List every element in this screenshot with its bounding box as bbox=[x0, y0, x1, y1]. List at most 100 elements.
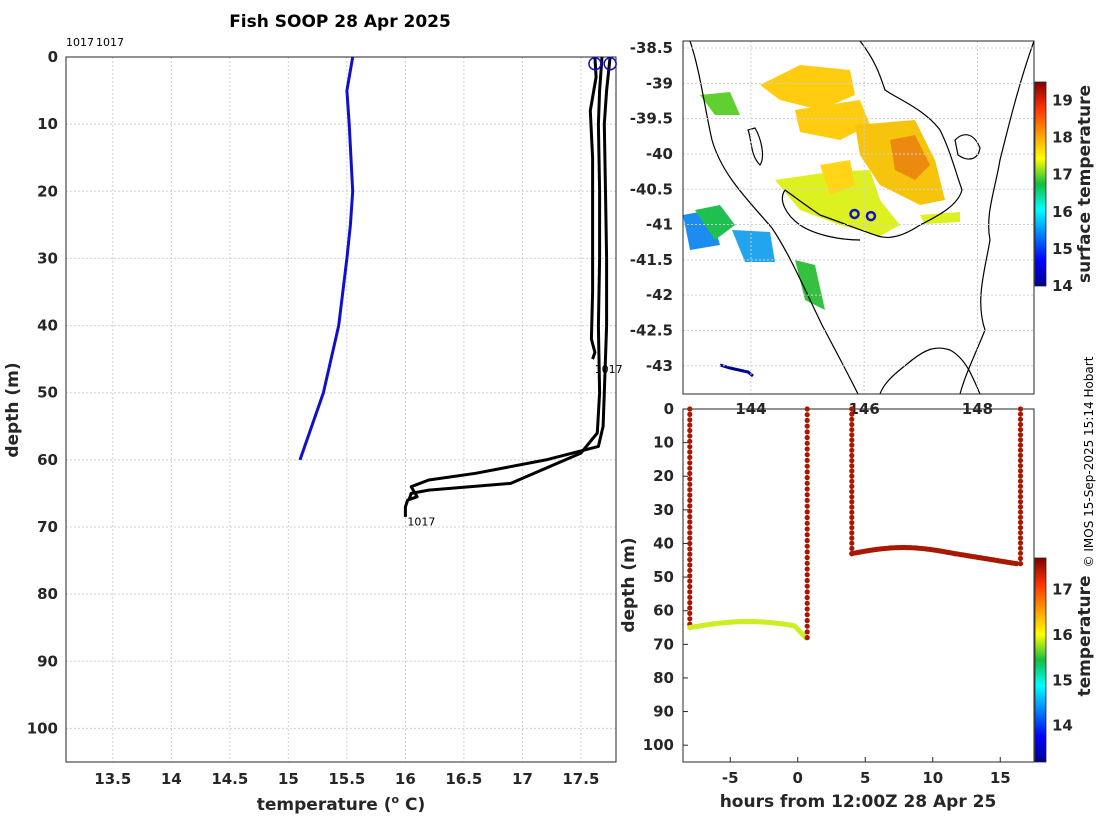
track-point bbox=[804, 629, 810, 635]
track-point bbox=[687, 524, 693, 530]
track-point bbox=[849, 494, 855, 500]
track-point bbox=[804, 452, 810, 458]
track-y-tick-10: 100 bbox=[643, 736, 674, 754]
track-point bbox=[804, 429, 810, 435]
coast-tasmania bbox=[879, 347, 981, 394]
track-point bbox=[804, 417, 810, 423]
track-point bbox=[804, 617, 810, 624]
track-point bbox=[687, 454, 693, 460]
track-point bbox=[804, 612, 810, 618]
profile-line-black-1 bbox=[588, 56, 598, 360]
track-point bbox=[849, 458, 855, 464]
track-point bbox=[849, 427, 855, 433]
map-colorbar-tick-2: 16 bbox=[1052, 203, 1073, 221]
track-point bbox=[804, 497, 810, 503]
track-point bbox=[1017, 473, 1024, 479]
track-point bbox=[687, 546, 693, 552]
track-point bbox=[849, 437, 855, 443]
track-point bbox=[849, 514, 855, 521]
track-point bbox=[687, 503, 693, 509]
track-point bbox=[849, 432, 855, 438]
track-point bbox=[849, 463, 855, 469]
track-point bbox=[687, 594, 693, 600]
track-point bbox=[849, 478, 855, 484]
track-point bbox=[804, 446, 810, 452]
profile-start-marker-1 bbox=[603, 56, 617, 71]
track-point bbox=[687, 562, 693, 568]
track-y-tick-4: 40 bbox=[653, 534, 674, 552]
track-point bbox=[804, 589, 810, 595]
track-point bbox=[1017, 427, 1024, 433]
profile-x-tick-4: 15.5 bbox=[328, 770, 365, 788]
track-point bbox=[1013, 561, 1020, 567]
track-point bbox=[849, 545, 855, 552]
track-colorbar bbox=[1034, 557, 1047, 763]
track-point bbox=[687, 433, 693, 439]
track-point bbox=[1017, 432, 1024, 438]
track-point bbox=[804, 606, 810, 612]
track-point bbox=[804, 549, 810, 555]
track-point bbox=[849, 421, 855, 428]
track-point bbox=[1017, 499, 1024, 505]
track-point bbox=[687, 540, 693, 547]
track-point bbox=[804, 509, 810, 515]
track-point bbox=[1017, 421, 1024, 428]
track-point bbox=[804, 475, 810, 481]
credit-text: © IMOS 15-Sep-2025 15:14 Hobart bbox=[1082, 356, 1096, 567]
coast-victoria bbox=[781, 41, 963, 241]
track-point bbox=[1017, 545, 1024, 551]
map-axes-box bbox=[682, 40, 1035, 395]
track-y-tick-3: 30 bbox=[653, 501, 674, 519]
track-point bbox=[687, 600, 693, 606]
sst-patches bbox=[683, 65, 960, 310]
profile-x-tick-6: 16.5 bbox=[445, 770, 482, 788]
track-point bbox=[687, 519, 693, 525]
track-point bbox=[849, 452, 855, 459]
track-y-tick-5: 50 bbox=[653, 568, 674, 586]
coast-east bbox=[959, 41, 1034, 394]
track-x-tick-4: 15 bbox=[990, 769, 1011, 787]
track-x-tick-2: 5 bbox=[860, 769, 870, 787]
profile-top-label-2: 1017 bbox=[96, 36, 124, 49]
track-colorbar-tick-3: 17 bbox=[1052, 581, 1073, 599]
track-point bbox=[1017, 550, 1024, 556]
vessel-position-1 bbox=[865, 210, 877, 222]
map-lat-tick-1: -39 bbox=[646, 74, 673, 92]
track-point bbox=[1017, 406, 1024, 412]
track-point bbox=[849, 442, 855, 448]
track-point bbox=[804, 560, 810, 566]
track-colorbar-tick-2: 16 bbox=[1052, 626, 1073, 644]
profile-y-tick-1: 10 bbox=[37, 115, 58, 133]
track-x-tick-1: 0 bbox=[793, 769, 803, 787]
track-point bbox=[1017, 437, 1024, 443]
profile-y-tick-7: 70 bbox=[37, 518, 58, 536]
sst-patch-west-green bbox=[695, 205, 735, 240]
track-point bbox=[849, 530, 855, 536]
map-colorbar-tick-4: 18 bbox=[1052, 129, 1073, 147]
sst-patch-strait-2 bbox=[820, 160, 855, 195]
track-point bbox=[687, 444, 693, 450]
track-point bbox=[804, 457, 810, 463]
track-point bbox=[849, 489, 855, 495]
vessel-positions bbox=[849, 208, 877, 222]
coast-west bbox=[689, 41, 859, 394]
profile-x-tick-5: 16 bbox=[395, 770, 416, 788]
track-point bbox=[1017, 488, 1024, 495]
map-colorbar-tick-1: 15 bbox=[1052, 240, 1073, 258]
track-point bbox=[687, 411, 693, 417]
track-point bbox=[804, 469, 810, 475]
track-point bbox=[687, 476, 693, 482]
track-point bbox=[1017, 494, 1024, 500]
profile-y-label: depth (m) bbox=[3, 362, 23, 457]
track-point bbox=[687, 481, 693, 487]
track-y-tick-6: 60 bbox=[653, 602, 674, 620]
sst-map: -38.5 -39 -39.5 -40 -40.5 -41 -41.5 -42 -42.5 -43… bbox=[630, 39, 1095, 418]
profile-y-ticks: 0 10 20 30 40 50 60 70 80 90 100 bbox=[27, 48, 58, 737]
track-y-ticks: 0 10 20 30 40 50 60 70 80 90 100 bbox=[643, 400, 688, 754]
coast-island bbox=[954, 134, 981, 160]
track-point bbox=[804, 600, 810, 606]
profile-start-marker-0 bbox=[588, 56, 602, 71]
track-point bbox=[1017, 457, 1024, 464]
map-content bbox=[683, 41, 1034, 394]
track-point bbox=[687, 487, 693, 493]
